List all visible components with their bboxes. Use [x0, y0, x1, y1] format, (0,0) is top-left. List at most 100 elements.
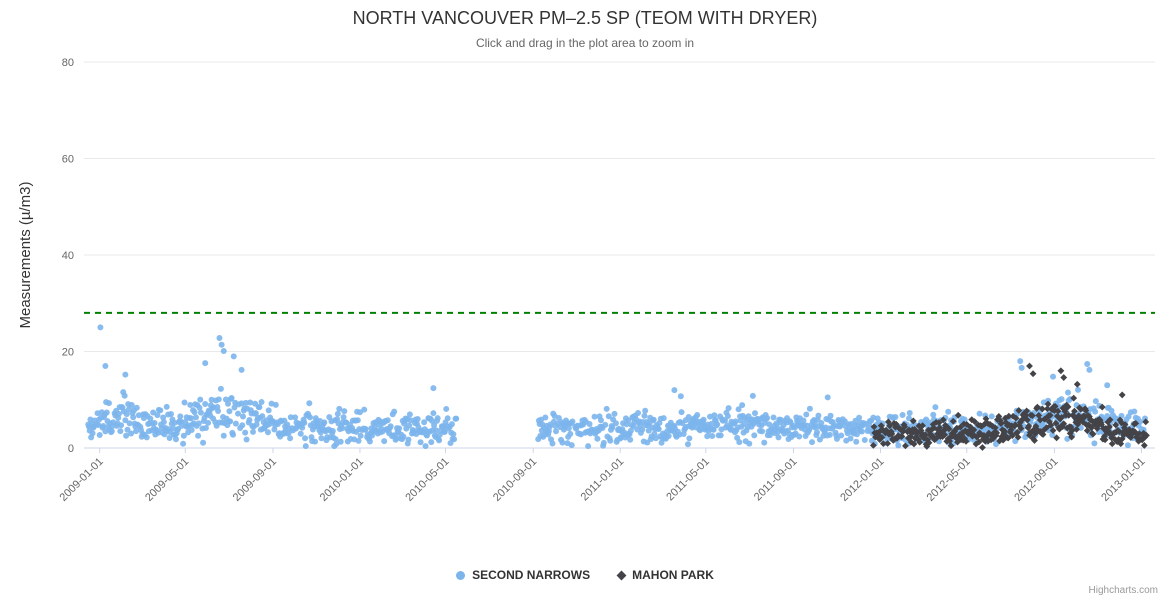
data-point-second-narrows[interactable]	[1065, 389, 1072, 396]
data-point-mahon-park[interactable]	[1051, 407, 1058, 414]
data-point-second-narrows[interactable]	[814, 429, 821, 436]
data-point-mahon-park[interactable]	[1125, 426, 1133, 434]
data-point-mahon-park[interactable]	[1012, 414, 1020, 422]
data-point-mahon-park[interactable]	[921, 431, 929, 439]
data-point-second-narrows[interactable]	[218, 341, 225, 348]
data-point-second-narrows[interactable]	[1091, 440, 1098, 447]
data-point-second-narrows[interactable]	[453, 415, 460, 422]
data-point-second-narrows[interactable]	[122, 417, 129, 424]
data-point-second-narrows[interactable]	[217, 385, 224, 392]
data-point-second-narrows[interactable]	[307, 414, 314, 421]
data-point-mahon-park[interactable]	[912, 433, 920, 441]
data-point-second-narrows[interactable]	[249, 428, 256, 435]
data-point-second-narrows[interactable]	[130, 414, 137, 421]
data-point-second-narrows[interactable]	[431, 422, 438, 429]
data-point-mahon-park[interactable]	[870, 423, 878, 431]
data-point-second-narrows[interactable]	[976, 410, 983, 417]
data-point-second-narrows[interactable]	[220, 348, 227, 355]
data-point-second-narrows[interactable]	[133, 428, 140, 435]
data-point-mahon-park[interactable]	[902, 442, 909, 450]
data-point-mahon-park[interactable]	[970, 426, 978, 434]
data-point-mahon-park[interactable]	[1071, 407, 1078, 415]
data-point-mahon-park[interactable]	[919, 422, 926, 430]
credits-link[interactable]: Highcharts.com	[1088, 585, 1158, 596]
data-point-mahon-park[interactable]	[1108, 434, 1115, 442]
data-point-second-narrows[interactable]	[434, 415, 441, 422]
data-point-second-narrows[interactable]	[128, 401, 135, 408]
data-point-second-narrows[interactable]	[635, 409, 642, 416]
data-point-second-narrows[interactable]	[242, 429, 249, 436]
data-point-second-narrows[interactable]	[542, 414, 549, 421]
data-point-second-narrows[interactable]	[436, 437, 443, 444]
data-point-mahon-park[interactable]	[1047, 421, 1055, 429]
data-point-second-narrows[interactable]	[160, 419, 167, 426]
data-point-second-narrows[interactable]	[167, 411, 174, 418]
data-point-mahon-park[interactable]	[1038, 405, 1046, 413]
data-point-second-narrows[interactable]	[678, 409, 685, 416]
data-point-second-narrows[interactable]	[306, 400, 313, 407]
data-point-second-narrows[interactable]	[195, 432, 202, 439]
data-point-mahon-park[interactable]	[1075, 412, 1083, 420]
data-point-second-narrows[interactable]	[651, 430, 658, 437]
data-point-second-narrows[interactable]	[287, 414, 294, 421]
data-point-second-narrows[interactable]	[181, 399, 188, 406]
data-point-second-narrows[interactable]	[568, 442, 575, 449]
data-point-mahon-park[interactable]	[1015, 407, 1023, 414]
data-point-second-narrows[interactable]	[124, 426, 131, 433]
data-point-second-narrows[interactable]	[89, 430, 96, 437]
data-point-second-narrows[interactable]	[1058, 396, 1065, 403]
data-point-second-narrows[interactable]	[838, 432, 845, 439]
data-point-second-narrows[interactable]	[115, 410, 122, 417]
data-point-second-narrows[interactable]	[709, 433, 716, 440]
data-point-mahon-park[interactable]	[1029, 370, 1037, 378]
data-point-mahon-park[interactable]	[1102, 424, 1110, 432]
data-point-mahon-park[interactable]	[1116, 416, 1124, 424]
data-point-second-narrows[interactable]	[177, 413, 184, 420]
data-point-mahon-park[interactable]	[1120, 431, 1128, 439]
data-point-mahon-park[interactable]	[1087, 416, 1095, 424]
data-point-second-narrows[interactable]	[414, 415, 421, 422]
data-point-second-narrows[interactable]	[1074, 386, 1081, 393]
data-point-second-narrows[interactable]	[96, 431, 103, 438]
data-point-second-narrows[interactable]	[240, 413, 247, 420]
data-point-second-narrows[interactable]	[302, 443, 309, 450]
data-point-mahon-park[interactable]	[947, 442, 955, 450]
data-point-mahon-park[interactable]	[971, 418, 978, 425]
data-point-mahon-park[interactable]	[1085, 421, 1093, 429]
data-point-mahon-park[interactable]	[1071, 414, 1079, 422]
data-point-second-narrows[interactable]	[356, 409, 363, 416]
data-point-mahon-park[interactable]	[1030, 426, 1038, 434]
data-point-second-narrows[interactable]	[172, 436, 179, 443]
data-point-second-narrows[interactable]	[677, 393, 684, 400]
data-point-second-narrows[interactable]	[256, 404, 263, 411]
data-point-mahon-park[interactable]	[925, 439, 933, 447]
data-point-second-narrows[interactable]	[717, 432, 724, 439]
data-point-second-narrows[interactable]	[205, 419, 212, 426]
data-point-mahon-park[interactable]	[1044, 400, 1052, 408]
data-point-second-narrows[interactable]	[299, 424, 306, 431]
data-point-second-narrows[interactable]	[732, 418, 739, 425]
data-point-second-narrows[interactable]	[406, 422, 413, 429]
data-point-mahon-park[interactable]	[929, 432, 936, 440]
data-point-second-narrows[interactable]	[235, 410, 242, 417]
data-point-mahon-park[interactable]	[1088, 424, 1095, 432]
data-point-second-narrows[interactable]	[930, 411, 937, 418]
data-point-second-narrows[interactable]	[711, 412, 718, 419]
data-point-mahon-park[interactable]	[1040, 426, 1048, 434]
data-point-second-narrows[interactable]	[714, 421, 721, 428]
data-point-second-narrows[interactable]	[586, 421, 593, 428]
data-point-second-narrows[interactable]	[443, 405, 450, 412]
data-point-mahon-park[interactable]	[1112, 421, 1120, 429]
data-point-second-narrows[interactable]	[405, 436, 412, 443]
data-point-second-narrows[interactable]	[1086, 366, 1093, 373]
data-point-mahon-park[interactable]	[993, 429, 1001, 437]
data-point-mahon-park[interactable]	[1053, 434, 1060, 442]
data-point-second-narrows[interactable]	[396, 425, 403, 432]
data-point-second-narrows[interactable]	[671, 387, 678, 394]
data-point-second-narrows[interactable]	[899, 412, 906, 419]
data-point-second-narrows[interactable]	[362, 425, 369, 432]
data-point-mahon-park[interactable]	[1079, 418, 1087, 426]
data-point-mahon-park[interactable]	[1082, 407, 1090, 414]
data-point-second-narrows[interactable]	[264, 429, 271, 436]
data-point-second-narrows[interactable]	[658, 439, 665, 446]
